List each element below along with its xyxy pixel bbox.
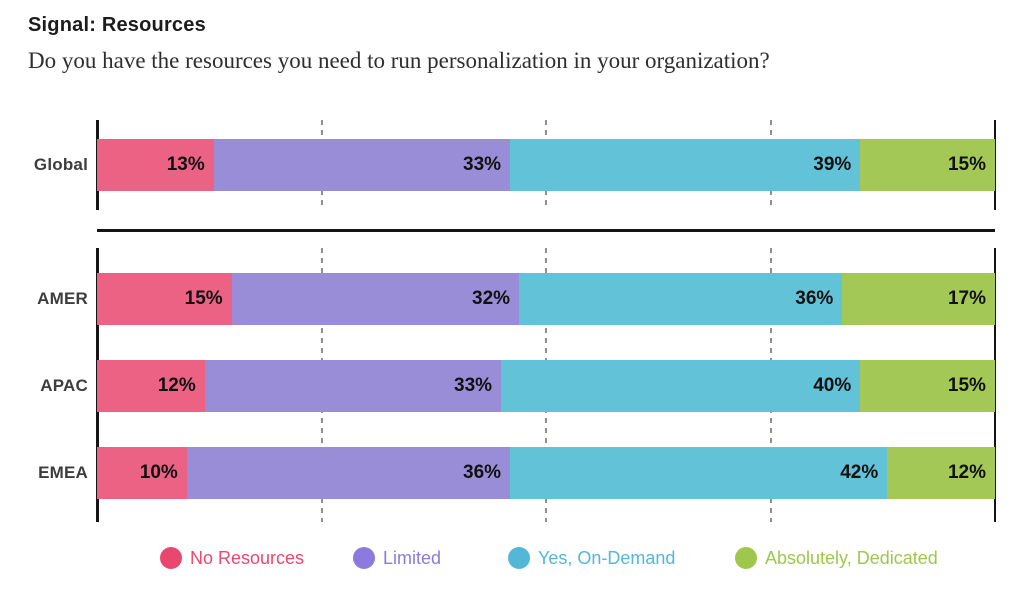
bar-segment-absolutely-dedicated: 17% bbox=[842, 273, 995, 325]
bar-segment-limited: 33% bbox=[213, 139, 511, 191]
legend-item-absolutely-dedicated: Absolutely, Dedicated bbox=[735, 546, 938, 570]
chart-question: Do you have the resources you need to ru… bbox=[28, 48, 770, 73]
global-plot-area: 13% 33% 39% 15% bbox=[96, 120, 996, 210]
legend-swatch-icon bbox=[735, 547, 757, 569]
segment-value-label: 40% bbox=[813, 375, 852, 396]
legend-swatch-icon bbox=[160, 547, 182, 569]
row-label-emea: EMEA bbox=[38, 463, 88, 482]
segment-value-label: 15% bbox=[947, 375, 986, 396]
legend-item-yes-on-demand: Yes, On-Demand bbox=[508, 546, 675, 570]
segment-value-label: 12% bbox=[947, 462, 986, 483]
bar-segment-limited: 32% bbox=[231, 273, 520, 325]
row-label-apac: APAC bbox=[40, 376, 88, 395]
legend: No Resources Limited Yes, On-Demand Absolut… bbox=[0, 546, 1024, 572]
legend-label: Absolutely, Dedicated bbox=[765, 548, 938, 568]
segment-value-label: 17% bbox=[947, 288, 986, 309]
legend-item-no-resources: No Resources bbox=[160, 546, 304, 570]
bar-segment-yes-on-demand: 42% bbox=[510, 447, 888, 499]
page-title: Signal: Resources bbox=[28, 14, 206, 36]
bar-segment-no-resources: 10% bbox=[97, 447, 187, 499]
regions-chart-section: 15% 32% 36% 17% 12% 33% 40% 15% 10% 36% 42% 12% AMER… bbox=[0, 248, 1024, 522]
legend-label: Limited bbox=[383, 548, 442, 568]
bar-segment-yes-on-demand: 36% bbox=[519, 273, 843, 325]
row-label-global: Global bbox=[33, 155, 88, 174]
legend-swatch-icon bbox=[508, 547, 530, 569]
bar-row-apac: 12% 33% 40% 15% bbox=[97, 360, 995, 412]
bar-segment-limited: 36% bbox=[186, 447, 511, 499]
segment-value-label: 32% bbox=[472, 288, 511, 309]
bar-row-amer: 15% 32% 36% 17% bbox=[97, 273, 995, 325]
bar-segment-no-resources: 15% bbox=[97, 273, 232, 325]
segment-value-label: 36% bbox=[463, 462, 502, 483]
bar-segment-yes-on-demand: 39% bbox=[510, 139, 861, 191]
bar-segment-yes-on-demand: 40% bbox=[501, 360, 861, 412]
segment-value-label: 36% bbox=[795, 288, 834, 309]
segment-value-label: 15% bbox=[947, 154, 986, 175]
bar-segment-absolutely-dedicated: 12% bbox=[887, 447, 995, 499]
section-divider bbox=[97, 229, 995, 232]
bar-segment-absolutely-dedicated: 15% bbox=[860, 139, 995, 191]
segment-value-label: 42% bbox=[840, 462, 879, 483]
segment-value-label: 39% bbox=[813, 154, 852, 175]
bar-row-global: 13% 33% 39% 15% bbox=[97, 139, 995, 191]
segment-value-label: 10% bbox=[139, 462, 178, 483]
segment-value-label: 33% bbox=[463, 154, 502, 175]
legend-swatch-icon bbox=[353, 547, 375, 569]
global-chart-section: 13% 33% 39% 15% Global bbox=[0, 120, 1024, 210]
bar-segment-limited: 33% bbox=[204, 360, 502, 412]
legend-item-limited: Limited bbox=[353, 546, 441, 570]
legend-label: Yes, On-Demand bbox=[538, 548, 676, 568]
segment-value-label: 12% bbox=[157, 375, 196, 396]
segment-value-label: 15% bbox=[184, 288, 223, 309]
bar-segment-absolutely-dedicated: 15% bbox=[860, 360, 995, 412]
bar-segment-no-resources: 12% bbox=[97, 360, 205, 412]
regions-plot-area: 15% 32% 36% 17% 12% 33% 40% 15% 10% 36% 42% 12% bbox=[96, 248, 996, 522]
segment-value-label: 13% bbox=[166, 154, 205, 175]
segment-value-label: 33% bbox=[454, 375, 493, 396]
bar-row-emea: 10% 36% 42% 12% bbox=[97, 447, 995, 499]
bar-segment-no-resources: 13% bbox=[97, 139, 214, 191]
row-label-amer: AMER bbox=[37, 289, 88, 308]
legend-label: No Resources bbox=[190, 548, 305, 568]
